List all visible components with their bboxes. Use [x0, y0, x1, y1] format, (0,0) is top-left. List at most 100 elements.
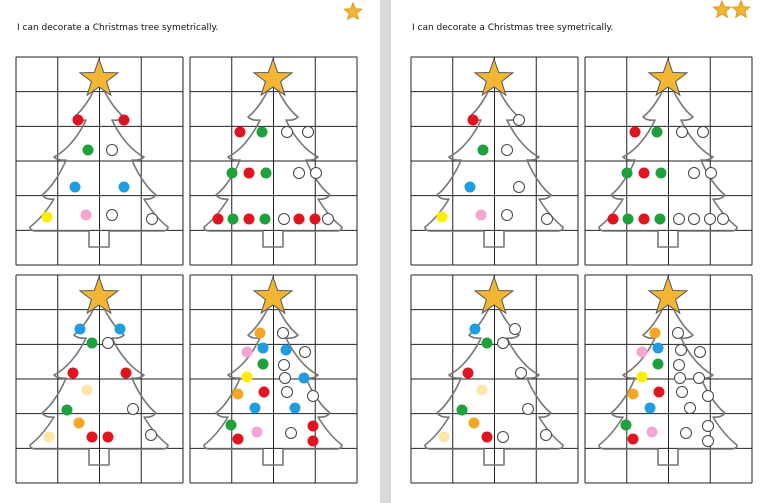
bauble: [279, 372, 291, 384]
bauble: [322, 213, 334, 225]
bauble: [688, 213, 700, 225]
bauble: [636, 371, 648, 383]
level-star: [731, 0, 751, 19]
bauble: [67, 367, 79, 379]
bauble: [212, 213, 224, 225]
bauble: [243, 167, 255, 179]
bauble: [234, 126, 246, 138]
bauble: [702, 435, 714, 447]
bauble: [254, 327, 266, 339]
bauble: [717, 213, 729, 225]
bauble: [232, 433, 244, 445]
bauble: [636, 346, 648, 358]
tree-outline: [424, 296, 564, 466]
bauble: [127, 403, 139, 415]
bauble: [674, 372, 686, 384]
bauble: [225, 419, 237, 431]
bauble: [705, 167, 717, 179]
bauble: [251, 426, 263, 438]
bauble: [249, 402, 261, 414]
tree-star: [473, 275, 515, 315]
tree-grid: [410, 56, 579, 266]
bauble: [649, 327, 661, 339]
bauble: [277, 327, 289, 339]
bauble: [256, 126, 268, 138]
tree-grid: [584, 56, 753, 266]
bauble: [673, 359, 685, 371]
tree-grid: [189, 274, 358, 484]
bauble: [257, 358, 269, 370]
bauble: [226, 167, 238, 179]
tree-outline: [29, 78, 169, 248]
bauble: [307, 390, 319, 402]
bauble: [497, 431, 509, 443]
tree-grid: [15, 56, 184, 266]
bauble: [298, 372, 310, 384]
bauble: [302, 126, 314, 138]
bauble: [694, 346, 706, 358]
bauble: [118, 114, 130, 126]
bauble: [293, 167, 305, 179]
bauble: [476, 384, 488, 396]
bauble: [638, 167, 650, 179]
tree-outline: [29, 296, 169, 466]
bauble: [654, 213, 666, 225]
bauble: [501, 209, 513, 221]
bauble: [86, 431, 98, 443]
bauble: [702, 420, 714, 432]
bauble: [278, 359, 290, 371]
page-title: I can decorate a Christmas tree symetric…: [17, 23, 218, 33]
bauble: [462, 367, 474, 379]
bauble: [310, 167, 322, 179]
bauble: [73, 417, 85, 429]
bauble: [655, 167, 667, 179]
bauble: [281, 386, 293, 398]
bauble: [672, 327, 684, 339]
bauble: [676, 126, 688, 138]
bauble: [704, 213, 716, 225]
bauble: [241, 346, 253, 358]
bauble: [675, 344, 687, 356]
bauble: [227, 213, 239, 225]
bauble: [651, 126, 663, 138]
bauble: [114, 323, 126, 335]
bauble: [629, 126, 641, 138]
bauble: [501, 144, 513, 156]
bauble: [285, 427, 297, 439]
bauble: [41, 211, 53, 223]
bauble: [468, 417, 480, 429]
bauble: [72, 114, 84, 126]
bauble: [627, 388, 639, 400]
bauble: [232, 388, 244, 400]
tree-grid: [189, 56, 358, 266]
bauble: [281, 126, 293, 138]
bauble: [607, 213, 619, 225]
bauble: [102, 431, 114, 443]
bauble: [258, 386, 270, 398]
bauble: [684, 402, 696, 414]
bauble: [80, 209, 92, 221]
bauble: [638, 213, 650, 225]
tree-star: [78, 57, 120, 97]
level-star: [343, 1, 363, 21]
bauble: [120, 367, 132, 379]
tree-grid: [410, 274, 579, 484]
tree-star: [78, 275, 120, 315]
bauble: [646, 426, 658, 438]
bauble: [513, 114, 525, 126]
bauble: [307, 435, 319, 447]
bauble: [481, 431, 493, 443]
bauble: [621, 167, 633, 179]
level-star: [712, 0, 732, 19]
bauble: [307, 420, 319, 432]
bauble: [145, 429, 157, 441]
bauble: [541, 213, 553, 225]
bauble: [652, 342, 664, 354]
tree-grid: [15, 274, 184, 484]
bauble: [289, 402, 301, 414]
bauble: [436, 211, 448, 223]
tree-outline: [203, 78, 343, 248]
bauble: [509, 323, 521, 335]
